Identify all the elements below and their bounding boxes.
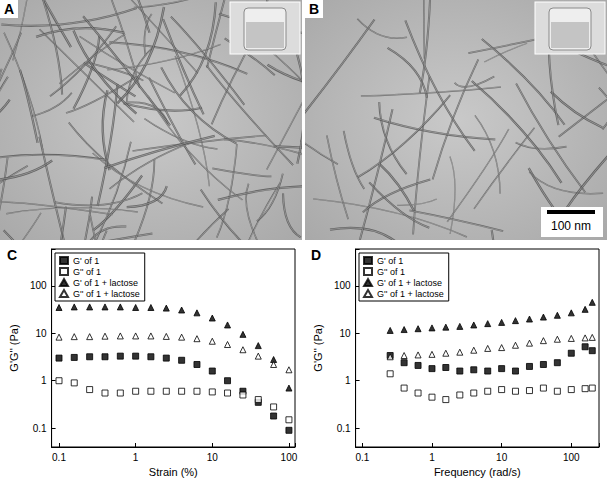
svg-text:0.1: 0.1	[355, 452, 369, 463]
svg-text:100: 100	[563, 452, 580, 463]
svg-text:1: 1	[133, 452, 139, 463]
svg-text:C: C	[7, 247, 17, 263]
svg-text:10: 10	[35, 328, 47, 339]
svg-text:G' of 1: G' of 1	[73, 256, 99, 266]
svg-text:Strain (%): Strain (%)	[149, 466, 198, 478]
svg-text:0.1: 0.1	[337, 423, 351, 434]
svg-text:100: 100	[281, 452, 298, 463]
svg-text:1: 1	[429, 452, 435, 463]
svg-text:Frequency (rad/s): Frequency (rad/s)	[434, 466, 521, 478]
svg-text:G'' of 1 + lactose: G'' of 1 + lactose	[73, 289, 140, 299]
svg-text:1: 1	[41, 375, 47, 386]
svg-text:G'G'' (Pa): G'G'' (Pa)	[312, 324, 324, 371]
svg-text:10: 10	[339, 328, 351, 339]
svg-text:10: 10	[496, 452, 508, 463]
svg-text:100: 100	[334, 280, 351, 291]
svg-text:G' of 1: G' of 1	[377, 256, 403, 266]
svg-text:0.1: 0.1	[33, 423, 47, 434]
svg-text:10: 10	[207, 452, 219, 463]
svg-text:100 nm: 100 nm	[551, 219, 591, 233]
svg-text:G'' of 1 + lactose: G'' of 1 + lactose	[377, 289, 444, 299]
svg-text:D: D	[311, 247, 321, 263]
svg-text:G'' of 1: G'' of 1	[73, 267, 101, 277]
svg-text:100: 100	[30, 280, 47, 291]
svg-text:G'G'' (Pa): G'G'' (Pa)	[8, 324, 20, 371]
svg-text:B: B	[309, 1, 319, 17]
svg-text:G'' of 1: G'' of 1	[377, 267, 405, 277]
svg-text:G' of 1 + lactose: G' of 1 + lactose	[377, 278, 442, 288]
svg-text:G' of 1 + lactose: G' of 1 + lactose	[73, 278, 138, 288]
svg-text:A: A	[4, 1, 14, 17]
svg-text:0.1: 0.1	[52, 452, 66, 463]
svg-text:1: 1	[345, 375, 351, 386]
